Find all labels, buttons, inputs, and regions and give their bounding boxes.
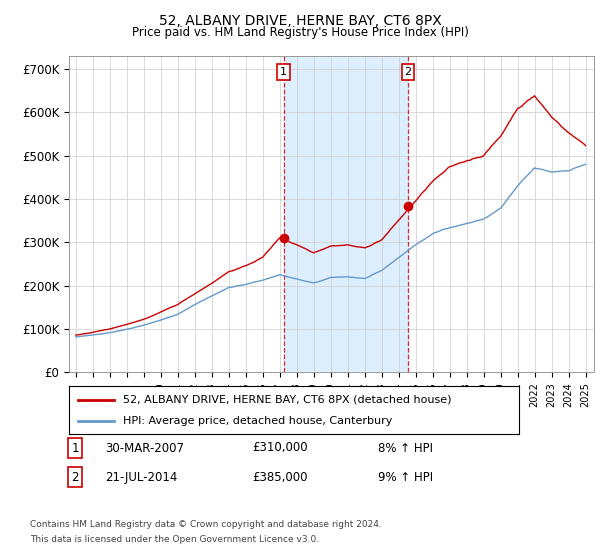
Text: £310,000: £310,000 xyxy=(252,441,308,455)
Text: 1: 1 xyxy=(280,67,287,77)
Text: Price paid vs. HM Land Registry's House Price Index (HPI): Price paid vs. HM Land Registry's House … xyxy=(131,26,469,39)
Text: 1: 1 xyxy=(71,441,79,455)
Text: 21-JUL-2014: 21-JUL-2014 xyxy=(105,470,178,484)
Text: 52, ALBANY DRIVE, HERNE BAY, CT6 8PX: 52, ALBANY DRIVE, HERNE BAY, CT6 8PX xyxy=(158,14,442,28)
Text: 30-MAR-2007: 30-MAR-2007 xyxy=(105,441,184,455)
Text: This data is licensed under the Open Government Licence v3.0.: This data is licensed under the Open Gov… xyxy=(30,535,319,544)
Bar xyxy=(284,56,408,372)
Text: 8% ↑ HPI: 8% ↑ HPI xyxy=(378,441,433,455)
Text: HPI: Average price, detached house, Canterbury: HPI: Average price, detached house, Cant… xyxy=(123,416,392,426)
Text: 52, ALBANY DRIVE, HERNE BAY, CT6 8PX (detached house): 52, ALBANY DRIVE, HERNE BAY, CT6 8PX (de… xyxy=(123,395,452,405)
Text: Contains HM Land Registry data © Crown copyright and database right 2024.: Contains HM Land Registry data © Crown c… xyxy=(30,520,382,529)
Text: £385,000: £385,000 xyxy=(252,470,308,484)
Text: 2: 2 xyxy=(404,67,412,77)
Text: 9% ↑ HPI: 9% ↑ HPI xyxy=(378,470,433,484)
Text: 2: 2 xyxy=(71,470,79,484)
